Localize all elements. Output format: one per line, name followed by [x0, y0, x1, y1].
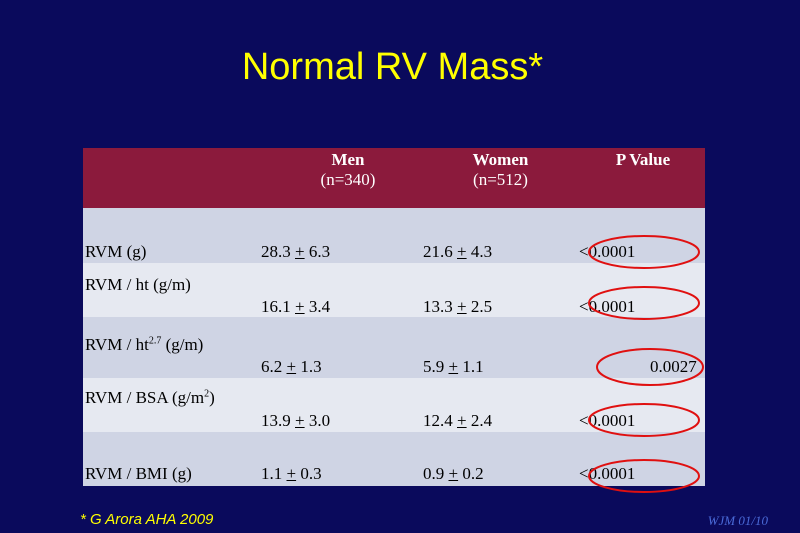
- women-value: 13.3 + 2.5: [423, 297, 493, 316]
- table-row: RVM / BSA (g/m2) 13.9 + 3.0 12.4 + 2.4 <…: [83, 378, 705, 432]
- citation: * G Arora AHA 2009: [80, 511, 214, 528]
- header-men: Men (n=340): [293, 150, 403, 190]
- women-value: 12.4 + 2.4: [423, 411, 493, 430]
- header-pvalue: P Value: [583, 150, 703, 170]
- men-value: 28.3 + 6.3: [261, 242, 331, 261]
- header-men-label: Men: [331, 150, 365, 169]
- men-value: 6.2 + 1.3: [261, 357, 322, 376]
- header-women: Women (n=512): [443, 150, 558, 190]
- row-label: RVM / ht (g/m): [85, 275, 191, 294]
- row-label: RVM / BMI (g): [85, 464, 192, 483]
- table-row: RVM / BMI (g) 1.1 + 0.3 0.9 + 0.2 <0.000…: [83, 432, 705, 486]
- women-value: 5.9 + 1.1: [423, 357, 484, 376]
- women-value: 21.6 + 4.3: [423, 242, 493, 261]
- table-row: RVM (g) 28.3 + 6.3 21.6 + 4.3 <0.0001: [83, 208, 705, 263]
- header-pvalue-label: P Value: [615, 150, 671, 169]
- slide-title: Normal RV Mass*: [241, 46, 544, 88]
- men-value: 16.1 + 3.4: [261, 297, 331, 316]
- p-value: 0.0027: [650, 357, 697, 376]
- table-row: RVM / ht (g/m) 16.1 + 3.4 13.3 + 2.5 <0.…: [83, 263, 705, 317]
- p-value: <0.0001: [579, 297, 636, 316]
- men-value: 1.1 + 0.3: [261, 464, 322, 483]
- women-value: 0.9 + 0.2: [423, 464, 484, 483]
- header-women-label: Women: [472, 150, 529, 169]
- row-label: RVM / ht2.7 (g/m): [85, 335, 204, 354]
- p-value: <0.0001: [579, 242, 636, 261]
- author-tag: WJM 01/10: [707, 513, 768, 528]
- p-value: <0.0001: [579, 411, 636, 430]
- row-label: RVM (g): [85, 242, 147, 261]
- table-header: Men (n=340) Women (n=512) P Value: [83, 148, 705, 208]
- header-women-n: (n=512): [473, 170, 528, 189]
- header-men-n: (n=340): [320, 170, 376, 189]
- row-label: RVM / BSA (g/m2): [85, 388, 215, 407]
- men-value: 13.9 + 3.0: [261, 411, 331, 430]
- table-row: RVM / ht2.7 (g/m) 6.2 + 1.3 5.9 + 1.1 0.…: [83, 317, 705, 378]
- p-value: <0.0001: [579, 464, 636, 483]
